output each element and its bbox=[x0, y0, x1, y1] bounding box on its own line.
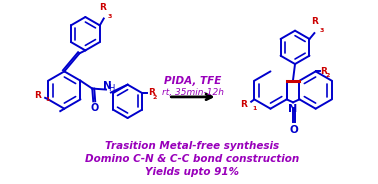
Text: 3: 3 bbox=[319, 28, 324, 33]
Text: R: R bbox=[311, 17, 318, 26]
Text: R: R bbox=[321, 67, 327, 76]
Text: 2: 2 bbox=[325, 73, 330, 78]
Text: Yields upto 91%: Yields upto 91% bbox=[145, 167, 239, 176]
Text: R: R bbox=[240, 100, 248, 109]
Text: N: N bbox=[288, 104, 298, 114]
Text: 2: 2 bbox=[153, 95, 157, 100]
Text: 3: 3 bbox=[108, 14, 112, 19]
Text: N: N bbox=[102, 81, 112, 91]
Text: rt, 35min-12h: rt, 35min-12h bbox=[162, 88, 224, 97]
Text: R: R bbox=[34, 91, 41, 100]
Text: R: R bbox=[148, 89, 155, 98]
Text: Domino C-N & C-C bond construction: Domino C-N & C-C bond construction bbox=[85, 154, 299, 164]
Text: O: O bbox=[90, 103, 98, 113]
Text: PIDA, TFE: PIDA, TFE bbox=[164, 76, 222, 86]
Text: 1: 1 bbox=[252, 106, 256, 111]
Text: R: R bbox=[99, 3, 106, 12]
Text: O: O bbox=[290, 125, 298, 135]
Text: H: H bbox=[108, 84, 114, 93]
Text: 1: 1 bbox=[46, 97, 50, 102]
Text: Trasition Metal-free synthesis: Trasition Metal-free synthesis bbox=[105, 141, 279, 151]
